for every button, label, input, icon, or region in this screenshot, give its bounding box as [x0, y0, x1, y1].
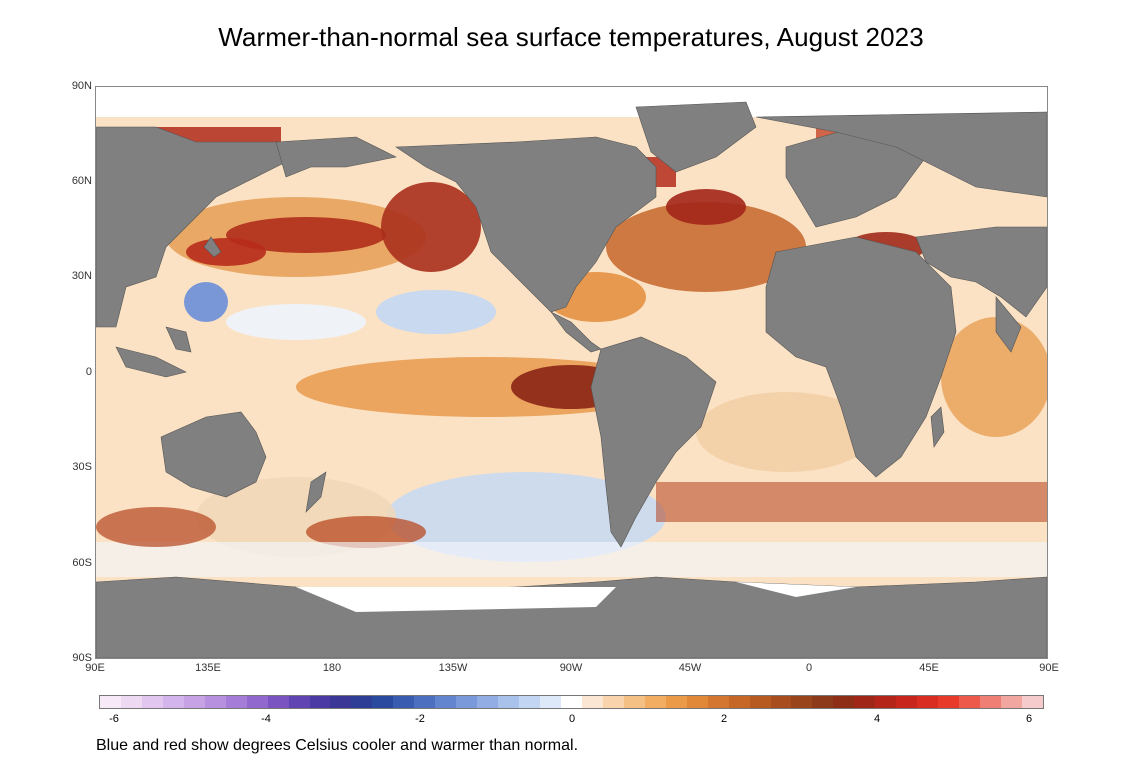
colorbar-tick-4: 4	[873, 713, 881, 725]
lat-label-30S: 30S	[72, 461, 92, 473]
colorbar-swatch	[560, 696, 582, 708]
colorbar-tick-neg4: -4	[261, 713, 271, 725]
colorbar-swatch	[204, 696, 226, 708]
colorbar-swatch	[644, 696, 666, 708]
colorbar-swatch	[791, 696, 813, 708]
lat-label-90N: 90N	[71, 80, 92, 92]
colorbar-swatch	[812, 696, 834, 708]
colorbar-swatch	[917, 696, 939, 708]
colorbar-swatch	[309, 696, 331, 708]
colorbar-swatch	[120, 696, 142, 708]
map-frame	[95, 86, 1048, 659]
lon-label-135W: 135W	[438, 662, 468, 674]
lon-label-0: 0	[805, 662, 813, 674]
lon-label-90E-right: 90E	[1039, 662, 1059, 674]
colorbar	[99, 695, 1044, 709]
chart-title: Warmer-than-normal sea surface temperatu…	[218, 22, 924, 52]
north-america-landmass	[395, 136, 657, 313]
colorbar-tick-2: 2	[720, 713, 728, 725]
lat-label-30N: 30N	[71, 270, 92, 282]
land-masses	[96, 101, 1047, 658]
lon-label-90W: 90W	[559, 662, 583, 674]
colorbar-swatch	[540, 696, 561, 708]
colorbar-tick-0: 0	[568, 713, 576, 725]
greenland-landmass	[635, 101, 757, 173]
colorbar-swatch	[875, 696, 897, 708]
lat-label-0: 0	[85, 366, 92, 378]
lat-label-60N: 60N	[71, 175, 92, 187]
colorbar-swatch	[100, 696, 121, 708]
colorbar-swatch	[162, 696, 184, 708]
colorbar-swatch	[770, 696, 792, 708]
colorbar-swatch	[938, 696, 960, 708]
colorbar-tick-6: 6	[1025, 713, 1033, 725]
lon-label-45W: 45W	[678, 662, 702, 674]
colorbar-swatch	[246, 696, 268, 708]
colorbar-swatch	[665, 696, 687, 708]
lon-label-135E: 135E	[195, 662, 221, 674]
colorbar-tick-neg2: -2	[415, 713, 425, 725]
anomaly-fields	[96, 87, 1047, 577]
colorbar-swatch	[435, 696, 457, 708]
australia-landmass	[160, 411, 267, 498]
colorbar-swatch	[372, 696, 394, 708]
colorbar-swatch	[477, 696, 499, 708]
sst-anomaly-map	[96, 87, 1047, 658]
africa-landmass	[765, 236, 957, 478]
colorbar-swatch	[414, 696, 436, 708]
colorbar-swatch	[225, 696, 247, 708]
lat-label-60S: 60S	[72, 557, 92, 569]
colorbar-swatch	[519, 696, 541, 708]
colorbar-swatch	[141, 696, 163, 708]
colorbar-swatch	[707, 696, 729, 708]
colorbar-swatch	[393, 696, 415, 708]
colorbar-swatch	[602, 696, 624, 708]
lat-label-90S: 90S	[72, 652, 92, 664]
lon-label-90E-left: 90E	[85, 662, 105, 674]
colorbar-swatch	[288, 696, 310, 708]
colorbar-swatch	[351, 696, 373, 708]
colorbar-swatch	[1021, 696, 1043, 708]
colorbar-swatch	[183, 696, 205, 708]
lon-label-180: 180	[322, 662, 342, 674]
asia-east-landmass	[96, 126, 297, 328]
colorbar-swatch	[728, 696, 750, 708]
colorbar-swatch	[581, 696, 603, 708]
south-america-landmass	[590, 336, 717, 548]
lon-label-45E: 45E	[919, 662, 939, 674]
caption: Blue and red show degrees Celsius cooler…	[96, 737, 579, 754]
colorbar-swatch	[686, 696, 708, 708]
colorbar-swatch	[267, 696, 289, 708]
colorbar-swatch	[854, 696, 876, 708]
colorbar-swatch	[749, 696, 771, 708]
colorbar-swatch	[833, 696, 855, 708]
colorbar-swatch	[330, 696, 352, 708]
colorbar-tick-neg6: -6	[109, 713, 119, 725]
colorbar-swatch	[959, 696, 981, 708]
colorbar-swatch	[498, 696, 520, 708]
colorbar-swatch	[456, 696, 478, 708]
colorbar-swatch	[1000, 696, 1022, 708]
colorbar-swatch	[896, 696, 918, 708]
colorbar-swatch	[623, 696, 645, 708]
colorbar-swatch	[980, 696, 1001, 708]
antarctic-sea-ice	[296, 587, 616, 612]
